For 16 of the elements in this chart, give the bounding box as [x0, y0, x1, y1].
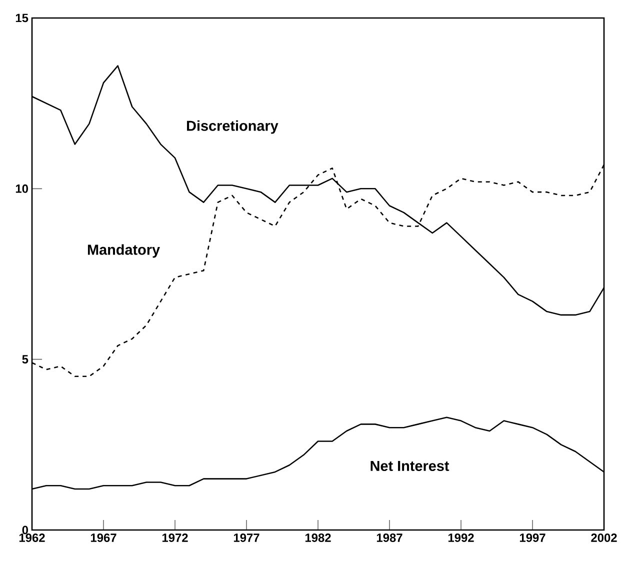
y-tick-label: 15: [16, 14, 28, 22]
x-tick-label: 1992: [448, 534, 474, 542]
series-label: Mandatory: [88, 244, 160, 258]
x-tick-label: 1962: [19, 534, 45, 542]
x-tick-label: 1977: [234, 534, 260, 542]
x-tick-label: 1987: [376, 534, 402, 542]
x-tick-label: 1982: [305, 534, 331, 542]
y-tick-label: 0: [22, 526, 28, 534]
y-tick-label: 10: [16, 184, 28, 193]
x-tick-label: 1972: [162, 534, 188, 542]
x-tick-label: 1997: [520, 534, 546, 542]
text: Net Interest: [370, 460, 450, 472]
x-tick-label: 2002: [591, 534, 617, 542]
series-label: Discretionary: [187, 120, 278, 134]
x-tick-label: 1967: [90, 534, 116, 542]
y-tick-label: 5: [22, 355, 28, 364]
